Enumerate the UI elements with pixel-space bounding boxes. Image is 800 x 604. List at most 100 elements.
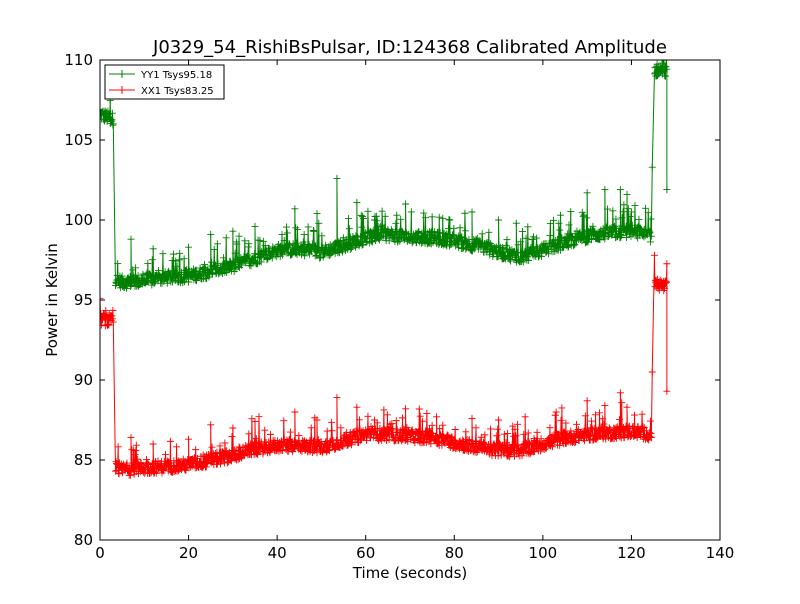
data-point-s1-10 — [232, 265, 234, 268]
data-point-s1-25 — [564, 241, 566, 244]
x-tick-label: 80 — [445, 544, 464, 562]
y-axis-label: Power in Kelvin — [43, 243, 61, 357]
data-point-s1-6 — [143, 280, 146, 282]
data-point-s1-18 — [409, 236, 411, 239]
spike-point-s1-21 — [619, 188, 622, 191]
spike-point-s2-15 — [524, 416, 526, 418]
data-point-s1-31 — [657, 68, 659, 71]
data-point-s1-32 — [661, 70, 664, 72]
spike-point-s2-5 — [254, 420, 256, 423]
data-point-s2-8 — [187, 464, 190, 466]
legend: YY1 Tsys95.18 XX1 Tsys83.25 — [104, 64, 225, 100]
data-point-s2-5 — [121, 468, 123, 471]
data-point-s1-22 — [497, 251, 500, 253]
spike-point-s2-13 — [471, 417, 473, 420]
spike-point-s2-0 — [130, 436, 132, 439]
y-tick-label: 85 — [74, 451, 93, 469]
data-point-s2-33 — [666, 286, 668, 289]
data-point-s2-10 — [232, 454, 234, 457]
data-point-s2-17 — [387, 433, 389, 436]
data-point-s2-16 — [364, 433, 367, 436]
data-point-s1-27 — [608, 232, 611, 234]
data-point-s1-4 — [114, 278, 117, 281]
data-point-s2-21 — [475, 446, 478, 449]
spike-point-s1-20 — [604, 188, 606, 191]
series-1-markers — [100, 60, 671, 292]
spike-point-s2-2 — [187, 438, 190, 441]
series-1 — [100, 60, 671, 292]
chart-title: J0329_54_RishiBsPulsar, ID:124368 Calibr… — [152, 37, 667, 58]
spike-point-s1-9 — [356, 201, 358, 204]
spike-point-s2-7 — [316, 419, 318, 421]
spike-point-s2-10 — [373, 419, 376, 421]
data-point-s2-20 — [453, 441, 456, 444]
data-point-s1-13 — [298, 248, 301, 250]
data-point-s2-2 — [108, 320, 110, 322]
spike-point-s1-18 — [559, 214, 562, 216]
data-point-s2-1 — [103, 318, 106, 321]
x-tick-label: 0 — [95, 544, 105, 562]
data-point-s2-30 — [653, 284, 656, 287]
data-point-s2-31 — [657, 283, 659, 285]
data-point-s2-23 — [519, 449, 522, 452]
data-point-s2-27 — [608, 432, 611, 434]
spike-point-s2-20 — [626, 406, 628, 409]
data-point-s2-24 — [542, 443, 544, 445]
spike-point-s2-1 — [152, 443, 154, 445]
x-tick-label: 100 — [529, 544, 558, 562]
spike-point-s1-8 — [336, 177, 338, 180]
spike-point-s1-10 — [373, 219, 376, 221]
legend-marker-2 — [118, 86, 126, 94]
x-tick-label: 20 — [179, 544, 198, 562]
spike-point-s1-1 — [152, 248, 154, 250]
plot-area: 0 20 40 60 80 100 120 140 80 85 90 95 100 105 110 — [64, 51, 735, 562]
data-point-s1-11 — [254, 257, 256, 260]
spike-point-s2-8 — [336, 396, 338, 399]
y-tick-label: 100 — [64, 211, 93, 229]
data-point-s1-8 — [187, 275, 190, 277]
data-point-s1-26 — [586, 235, 588, 237]
x-axis-label: Time (seconds) — [352, 564, 468, 582]
x-tick-label: 140 — [706, 544, 735, 562]
data-point-s2-15 — [342, 440, 345, 442]
data-point-s2-6 — [143, 467, 146, 469]
data-point-s1-5 — [121, 281, 123, 284]
data-point-s1-23 — [519, 255, 522, 258]
data-point-s1-19 — [431, 236, 433, 239]
data-point-s1-20 — [453, 240, 456, 242]
data-point-s1-30 — [653, 70, 656, 72]
data-point-s1-7 — [165, 276, 168, 279]
spike-point-s1-23 — [651, 166, 654, 168]
spike-point-s1-3 — [209, 233, 212, 236]
spike-point-s2-14 — [497, 419, 500, 421]
data-point-s2-13 — [298, 444, 301, 447]
series-2 — [100, 251, 671, 479]
spike-point-s2-17 — [586, 400, 588, 402]
spike-point-s2-9 — [356, 406, 358, 409]
data-point-s2-25 — [564, 436, 566, 439]
data-point-s1-21 — [475, 244, 478, 247]
y-tick-label: 110 — [64, 51, 93, 69]
spike-point-s1-24 — [666, 188, 668, 191]
spike-point-s1-7 — [316, 212, 318, 215]
spike-point-s2-19 — [619, 392, 622, 394]
y-tick-label: 105 — [64, 131, 93, 149]
data-point-s1-24 — [542, 249, 544, 252]
spike-point-s2-21 — [651, 371, 654, 373]
data-point-s2-32 — [661, 284, 664, 287]
x-tick-label: 40 — [268, 544, 287, 562]
y-tick-label: 95 — [74, 291, 93, 309]
spike-point-s1-5 — [254, 225, 256, 228]
spike-point-s1-0 — [130, 238, 132, 240]
data-point-s1-28 — [630, 230, 633, 232]
data-point-s2-19 — [431, 436, 433, 439]
y-tick-label: 80 — [74, 531, 93, 549]
data-point-s1-12 — [276, 249, 278, 252]
data-point-s1-29 — [650, 235, 653, 237]
data-point-s2-18 — [409, 435, 411, 437]
spike-point-s2-18 — [604, 404, 606, 407]
data-point-s1-33 — [666, 70, 668, 72]
data-point-s1-16 — [364, 236, 367, 239]
